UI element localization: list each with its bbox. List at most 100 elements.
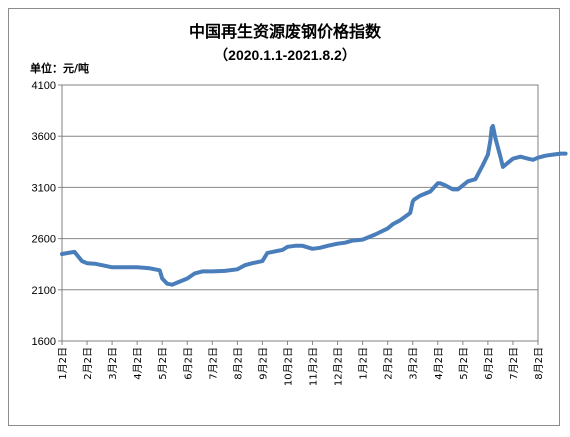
data-point bbox=[250, 261, 254, 265]
data-point bbox=[398, 218, 402, 222]
data-point bbox=[473, 177, 477, 181]
data-point bbox=[175, 281, 179, 285]
data-point bbox=[243, 263, 247, 267]
data-point bbox=[551, 153, 555, 157]
data-point bbox=[373, 232, 377, 237]
x-tick-label: 2月2日 bbox=[82, 347, 94, 380]
x-tick-label: 8月2日 bbox=[533, 347, 545, 380]
x-tick-label: 12月2日 bbox=[333, 347, 345, 386]
x-tick-label: 8月2日 bbox=[232, 347, 244, 380]
x-tick-label: 3月2日 bbox=[107, 347, 119, 380]
data-point bbox=[408, 211, 412, 215]
data-point bbox=[486, 153, 490, 157]
x-tick-label: 5月2日 bbox=[458, 347, 470, 380]
plot-area-border bbox=[61, 84, 539, 342]
data-point bbox=[235, 267, 239, 271]
data-point bbox=[80, 259, 84, 263]
data-point bbox=[386, 226, 390, 230]
data-point bbox=[543, 154, 548, 158]
chart-frame bbox=[8, 8, 560, 426]
data-point bbox=[300, 244, 305, 248]
series-points bbox=[60, 124, 568, 287]
data-point bbox=[85, 261, 89, 265]
data-point bbox=[343, 241, 347, 245]
data-point bbox=[310, 247, 315, 251]
data-point bbox=[506, 161, 510, 165]
data-point bbox=[148, 266, 152, 270]
data-point bbox=[526, 157, 530, 161]
data-point bbox=[223, 269, 227, 273]
x-tick-label: 6月2日 bbox=[182, 347, 194, 380]
data-point bbox=[193, 271, 197, 275]
x-axis-ticks: 1月2日 2月2日 3月2日 4月2日 5月2日 6月2日 7月2日 8月2日 9月2日 10月2… bbox=[57, 341, 545, 386]
y-tick-label: 4100 bbox=[32, 80, 56, 92]
unit-label: 单位：元/吨 bbox=[30, 61, 89, 75]
data-point bbox=[531, 158, 535, 162]
data-point bbox=[285, 245, 290, 249]
data-point bbox=[165, 282, 169, 286]
x-tick-label: 3月2日 bbox=[408, 347, 420, 380]
gridlines bbox=[62, 84, 538, 342]
y-tick-label: 1600 bbox=[32, 336, 56, 348]
chart-title: 中国再生资源废钢价格指数 bbox=[189, 22, 382, 41]
y-axis-ticks: 1600 2100 2600 3100 3600 4100 bbox=[32, 80, 62, 348]
x-tick-label: 7月2日 bbox=[508, 347, 520, 380]
data-point bbox=[428, 189, 432, 194]
data-point bbox=[275, 249, 280, 253]
data-point bbox=[466, 179, 470, 183]
data-point bbox=[326, 244, 330, 248]
x-tick-label: 7月2日 bbox=[207, 347, 219, 380]
data-point bbox=[210, 269, 214, 273]
data-point bbox=[60, 252, 64, 256]
data-point bbox=[488, 138, 492, 142]
data-point bbox=[481, 163, 485, 167]
data-point bbox=[461, 183, 465, 187]
x-tick-label: 10月2日 bbox=[282, 347, 294, 386]
data-point bbox=[110, 265, 114, 269]
data-point bbox=[443, 183, 447, 187]
data-point bbox=[391, 222, 395, 226]
data-point bbox=[456, 187, 460, 191]
data-point bbox=[451, 187, 455, 191]
y-tick-label: 2100 bbox=[32, 285, 56, 297]
data-point bbox=[361, 238, 365, 242]
data-point bbox=[185, 276, 189, 281]
x-tick-label: 1月2日 bbox=[57, 347, 69, 380]
data-point bbox=[280, 248, 285, 252]
data-point bbox=[265, 251, 269, 255]
data-point bbox=[498, 155, 502, 159]
data-point bbox=[123, 265, 127, 269]
x-tick-label: 6月2日 bbox=[483, 347, 495, 380]
data-point bbox=[158, 268, 162, 272]
data-point bbox=[436, 181, 440, 185]
data-point bbox=[536, 156, 540, 160]
y-tick-label: 3600 bbox=[32, 131, 56, 143]
chart-subtitle: （2020.1.1-2021.8.2） bbox=[214, 47, 356, 63]
data-point bbox=[72, 250, 77, 254]
data-point bbox=[160, 276, 164, 281]
data-point bbox=[260, 259, 264, 263]
data-point bbox=[438, 181, 442, 185]
x-tick-label: 4月2日 bbox=[132, 347, 144, 380]
data-point bbox=[270, 250, 274, 254]
data-point bbox=[412, 198, 416, 202]
y-tick-label: 3100 bbox=[32, 182, 56, 194]
price-index-line bbox=[60, 124, 568, 287]
x-tick-label: 9月2日 bbox=[257, 347, 269, 380]
x-tick-label: 1月2日 bbox=[358, 347, 370, 380]
data-point bbox=[558, 152, 563, 156]
data-point bbox=[518, 155, 523, 159]
data-point bbox=[135, 265, 139, 269]
data-point bbox=[511, 157, 515, 161]
x-tick-label: 2月2日 bbox=[383, 347, 395, 380]
x-tick-label: 4月2日 bbox=[433, 347, 445, 380]
data-point bbox=[200, 269, 204, 273]
data-point bbox=[100, 263, 104, 267]
data-point bbox=[66, 251, 70, 255]
data-point bbox=[493, 136, 497, 140]
data-point bbox=[366, 236, 370, 240]
data-point bbox=[318, 246, 322, 250]
data-point bbox=[170, 283, 174, 287]
data-point bbox=[491, 124, 495, 128]
